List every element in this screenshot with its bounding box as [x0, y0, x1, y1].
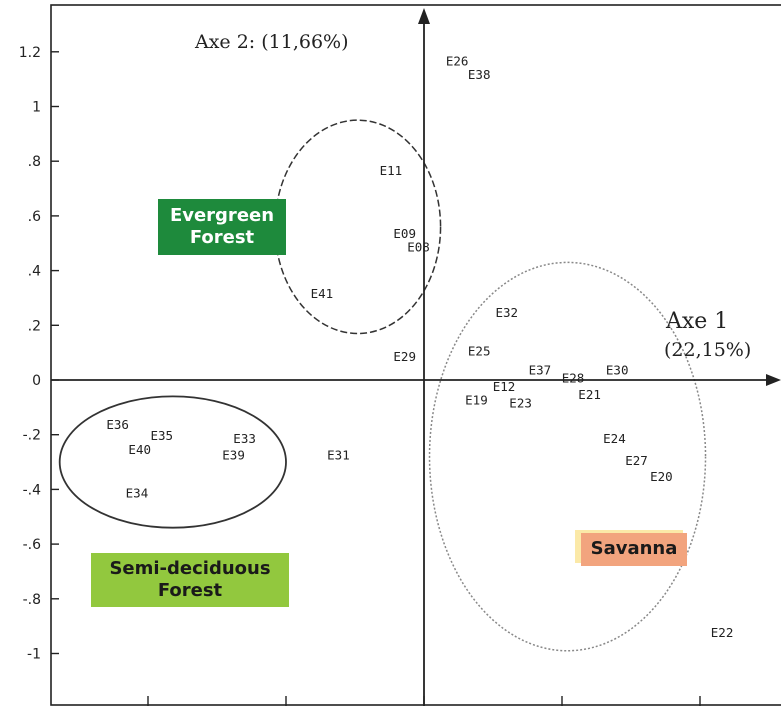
group-ellipses [58, 119, 707, 652]
group-ellipse [274, 119, 442, 335]
point-label: E40 [128, 442, 151, 457]
semi-deciduous-forest-label: Semi-deciduous Forest [91, 553, 289, 607]
x-axis-label-line2: (22,15%) [664, 339, 751, 361]
point-label: E37 [529, 363, 552, 378]
point-label: E36 [106, 417, 129, 432]
point-label: E35 [151, 428, 174, 443]
y-tick-label: .4 [28, 264, 41, 280]
y-tick-label: .2 [28, 318, 41, 334]
point-label: E20 [650, 469, 673, 484]
y-tick-label: -.8 [23, 592, 41, 608]
semideciduous-line1: Semi-deciduous [109, 557, 271, 579]
semideciduous-line2: Forest [157, 580, 223, 601]
point-label: E41 [311, 286, 334, 301]
point-label: E31 [327, 447, 350, 462]
evergreen-line2: Forest [189, 227, 255, 248]
point-label: E29 [393, 349, 416, 364]
plot-frame [50, 4, 781, 706]
point-label: E38 [468, 67, 491, 82]
point-label: E39 [222, 447, 245, 462]
point-label: E27 [625, 453, 648, 468]
y-tick-label: -.2 [23, 428, 41, 444]
y-tick-label: .6 [28, 209, 41, 225]
evergreen-line1: Evergreen [169, 204, 275, 226]
y-axis-label: Axe 2: (11,66%) [194, 31, 349, 53]
point-label: E22 [711, 625, 734, 640]
point-label: E24 [603, 431, 626, 446]
point-label: E11 [380, 163, 403, 178]
point-label: E12 [493, 379, 516, 394]
y-tick-label: -1 [27, 647, 41, 663]
point-label: E34 [126, 486, 149, 501]
point-label: E28 [562, 371, 585, 386]
y-tick-label: 1.2 [19, 45, 41, 61]
point-label: E25 [468, 343, 491, 358]
point-label: E30 [606, 363, 629, 378]
group-ellipse [58, 395, 287, 529]
savanna-label: Savanna [581, 533, 687, 566]
y-tick-label: -.6 [23, 537, 42, 553]
y-ticks: 1.2 1 .8 .6 .4 .2 0 -.2 -.4 -.6 -.8 -1 [19, 45, 59, 663]
point-label: E32 [496, 305, 519, 320]
evergreen-forest-label: Evergreen Forest [158, 199, 286, 255]
y-tick-label: 1 [32, 100, 41, 116]
point-label: E21 [578, 387, 601, 402]
point-label: E33 [233, 431, 256, 446]
point-label: E23 [509, 395, 532, 410]
point-label: E19 [465, 393, 488, 408]
x-axis-label-line1: Axe 1 [665, 309, 728, 334]
group-ellipse [428, 261, 707, 652]
point-label: E26 [446, 53, 469, 68]
y-tick-label: .8 [28, 154, 41, 170]
point-label: E09 [393, 226, 416, 241]
y-tick-label: -.4 [23, 482, 42, 498]
savanna-text: Savanna [590, 538, 678, 560]
y-axis-arrow [418, 8, 430, 24]
y-tick-label: 0 [32, 373, 41, 389]
x-axis-arrow [766, 374, 781, 386]
point-label: E08 [407, 239, 430, 254]
